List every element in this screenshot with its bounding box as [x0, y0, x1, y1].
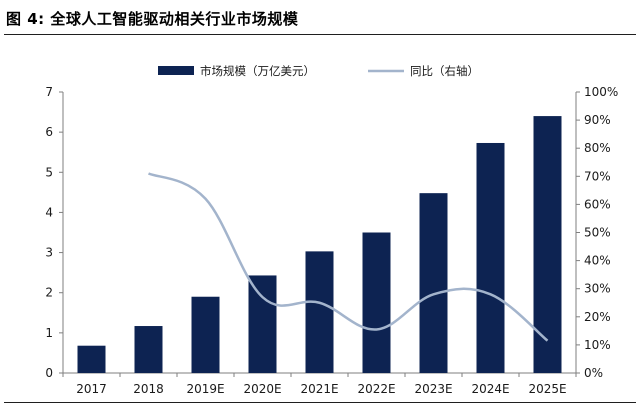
y-right-tick-label: 100% — [584, 85, 618, 99]
x-tick-label: 2025E — [528, 382, 566, 396]
bar-2020E — [248, 275, 277, 373]
y-left-tick-label: 3 — [45, 246, 53, 260]
y-right-tick-label: 10% — [584, 338, 611, 352]
x-tick-label: 2018 — [133, 382, 164, 396]
y-right-tick-label: 30% — [584, 282, 611, 296]
x-tick-label: 2021E — [300, 382, 338, 396]
bar-series — [77, 116, 562, 373]
y-right-tick-label: 50% — [584, 226, 611, 240]
bar-2025E — [533, 116, 562, 373]
line-series — [147, 172, 549, 342]
figure-title: 图 4: 全球人工智能驱动相关行业市场规模 — [6, 10, 299, 28]
y-left-tick-label: 1 — [45, 326, 53, 340]
x-tick-label: 2023E — [414, 382, 452, 396]
y-right-tick-label: 90% — [584, 113, 611, 127]
legend-label-yoy: 同比（右轴） — [410, 64, 479, 78]
bottom-divider — [4, 402, 636, 403]
bar-2022E — [362, 232, 391, 373]
x-tick-label: 2019E — [186, 382, 224, 396]
bar-2021E — [305, 251, 334, 373]
y-left-tick-label: 6 — [45, 125, 53, 139]
y-left-tick-label: 4 — [45, 205, 53, 219]
x-tick-label: 2022E — [357, 382, 395, 396]
y-left-tick-label: 5 — [45, 165, 53, 179]
y-left-tick-label: 7 — [45, 85, 53, 99]
y-left-tick-label: 2 — [45, 286, 53, 300]
y-right-tick-label: 0% — [584, 366, 603, 380]
title-divider — [4, 34, 636, 35]
y-right-tick-label: 20% — [584, 310, 611, 324]
legend-label-market-size: 市场规模（万亿美元） — [200, 64, 315, 78]
y-left-tick-label: 0 — [45, 366, 53, 380]
y-right-tick-label: 70% — [584, 169, 611, 183]
bar-2024E — [476, 142, 505, 373]
bar-2017 — [77, 345, 106, 373]
y-right-tick-label: 40% — [584, 254, 611, 268]
legend-swatch-market-size — [158, 66, 194, 75]
yoy-line — [147, 172, 549, 342]
x-tick-label: 2017 — [76, 382, 107, 396]
figure-header: 图 4: 全球人工智能驱动相关行业市场规模 — [0, 0, 640, 34]
x-tick-label: 2020E — [243, 382, 281, 396]
legend: 市场规模（万亿美元） 同比（右轴） — [158, 64, 479, 78]
bar-2018 — [134, 326, 163, 373]
bar-2023E — [419, 193, 448, 373]
y-right-tick-label: 80% — [584, 141, 611, 155]
x-tick-label: 2024E — [471, 382, 509, 396]
bar-2019E — [191, 296, 220, 373]
y-right-tick-label: 60% — [584, 197, 611, 211]
